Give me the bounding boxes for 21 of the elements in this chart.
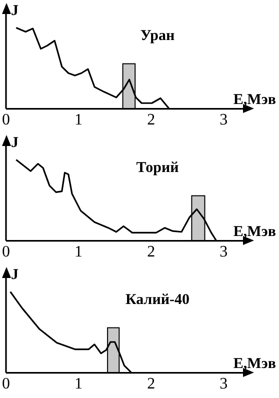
x-tick-label: 3 [220,112,228,129]
x-tick-label: 1 [74,112,83,129]
chart-title: Уран [140,28,175,44]
x-tick-label: 0 [2,112,10,129]
x-axis-title: E,Мэв [233,224,276,240]
x-axis-title: E,Мэв [233,356,276,372]
chart-title: Торий [136,160,180,176]
x-tick-label: 3 [220,376,228,393]
y-axis-title: J [11,3,19,19]
x-tick-label: 1 [74,244,83,261]
x-tick-label: 3 [220,244,228,261]
y-axis-title: J [11,267,19,283]
x-tick-label: 2 [147,244,156,261]
y-axis-title: J [11,135,19,151]
x-tick-label: 2 [147,376,156,393]
x-tick-label: 2 [147,112,156,129]
chart-title: Калий-40 [125,292,190,308]
x-tick-label: 0 [2,376,10,393]
x-tick-label: 0 [2,244,10,261]
x-axis-title: E,Мэв [233,92,276,108]
x-tick-label: 1 [74,376,83,393]
